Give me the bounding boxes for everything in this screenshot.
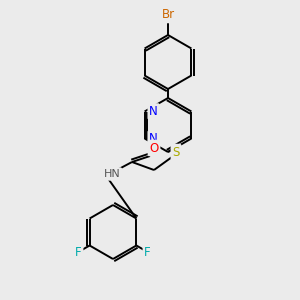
Text: O: O	[149, 142, 159, 154]
Text: S: S	[172, 146, 180, 158]
Text: N: N	[149, 105, 158, 118]
Text: N: N	[149, 132, 158, 145]
Text: F: F	[144, 245, 151, 259]
Text: HN: HN	[103, 169, 120, 179]
Text: F: F	[75, 245, 82, 259]
Text: Br: Br	[161, 8, 175, 22]
